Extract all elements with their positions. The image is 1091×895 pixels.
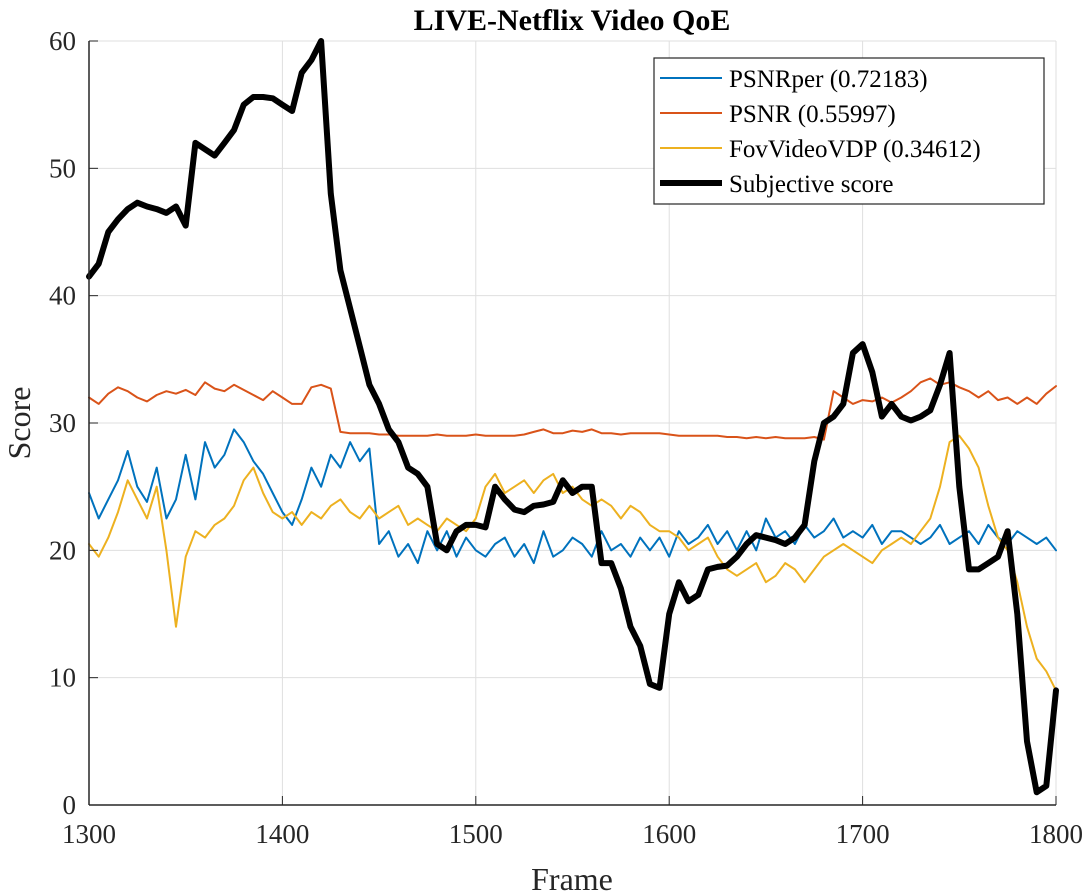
x-axis-label: Frame bbox=[531, 861, 613, 895]
legend-box bbox=[653, 57, 1045, 205]
legend-entry-label: PSNR (0.55997) bbox=[729, 101, 896, 128]
y-axis-label: Score bbox=[1, 387, 37, 460]
series-line-subjective bbox=[86, 38, 1059, 796]
plot-lines bbox=[86, 38, 1059, 796]
tick-labels: 1300 1400 1500 1600 1700 1800 0 10 20 30 40 50 60 bbox=[49, 26, 1083, 849]
legend-entry-label: PSNRper (0.72183) bbox=[729, 66, 928, 93]
x-tick-label: 1300 bbox=[62, 819, 116, 849]
legend-entry-label: Subjective score bbox=[729, 171, 894, 198]
x-tick-label: 1800 bbox=[1029, 819, 1083, 849]
y-tick-label: 0 bbox=[63, 790, 77, 820]
y-tick-label: 30 bbox=[49, 408, 76, 438]
axes bbox=[88, 40, 1057, 806]
y-tick-label: 10 bbox=[49, 663, 76, 693]
chart-title: LIVE-Netflix Video QoE bbox=[414, 4, 731, 37]
y-tick-label: 20 bbox=[49, 535, 76, 565]
x-tick-label: 1500 bbox=[449, 819, 503, 849]
y-tick-label: 50 bbox=[49, 153, 76, 183]
y-tick-label: 40 bbox=[49, 281, 76, 311]
legend: PSNRper (0.72183) PSNR (0.55997) FovVideoV… bbox=[653, 57, 1045, 205]
x-tick-label: 1400 bbox=[255, 819, 309, 849]
series-line-psnr bbox=[88, 377, 1057, 441]
series-line-fovvideovdp bbox=[88, 434, 1057, 692]
legend-entry-label: FovVideoVDP (0.34612) bbox=[729, 136, 981, 163]
y-tick-label: 60 bbox=[49, 26, 76, 56]
x-tick-label: 1700 bbox=[836, 819, 890, 849]
series-line-psnrper bbox=[88, 428, 1057, 565]
x-tick-label: 1600 bbox=[642, 819, 696, 849]
